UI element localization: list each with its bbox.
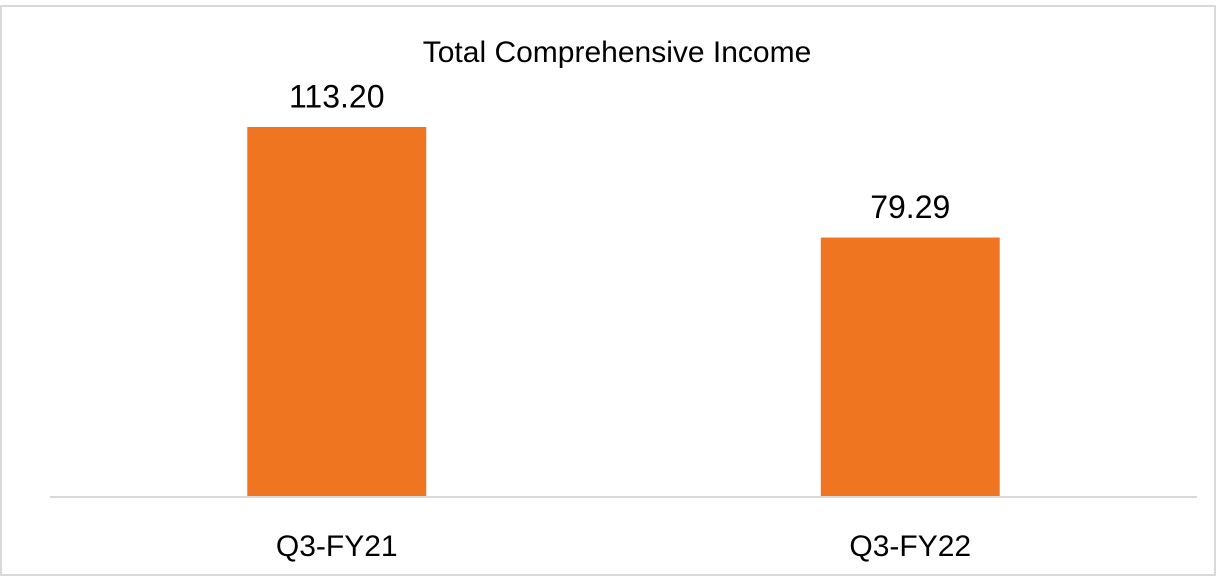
x-tick-label: Q3-FY22 xyxy=(849,530,971,563)
bar xyxy=(820,237,1000,496)
x-tick-label: Q3-FY21 xyxy=(276,530,398,563)
bar xyxy=(247,127,427,496)
chart-title: Total Comprehensive Income xyxy=(423,36,812,69)
data-label: 79.29 xyxy=(870,189,950,225)
data-label: 113.20 xyxy=(289,78,385,114)
chart-border xyxy=(0,5,1216,576)
